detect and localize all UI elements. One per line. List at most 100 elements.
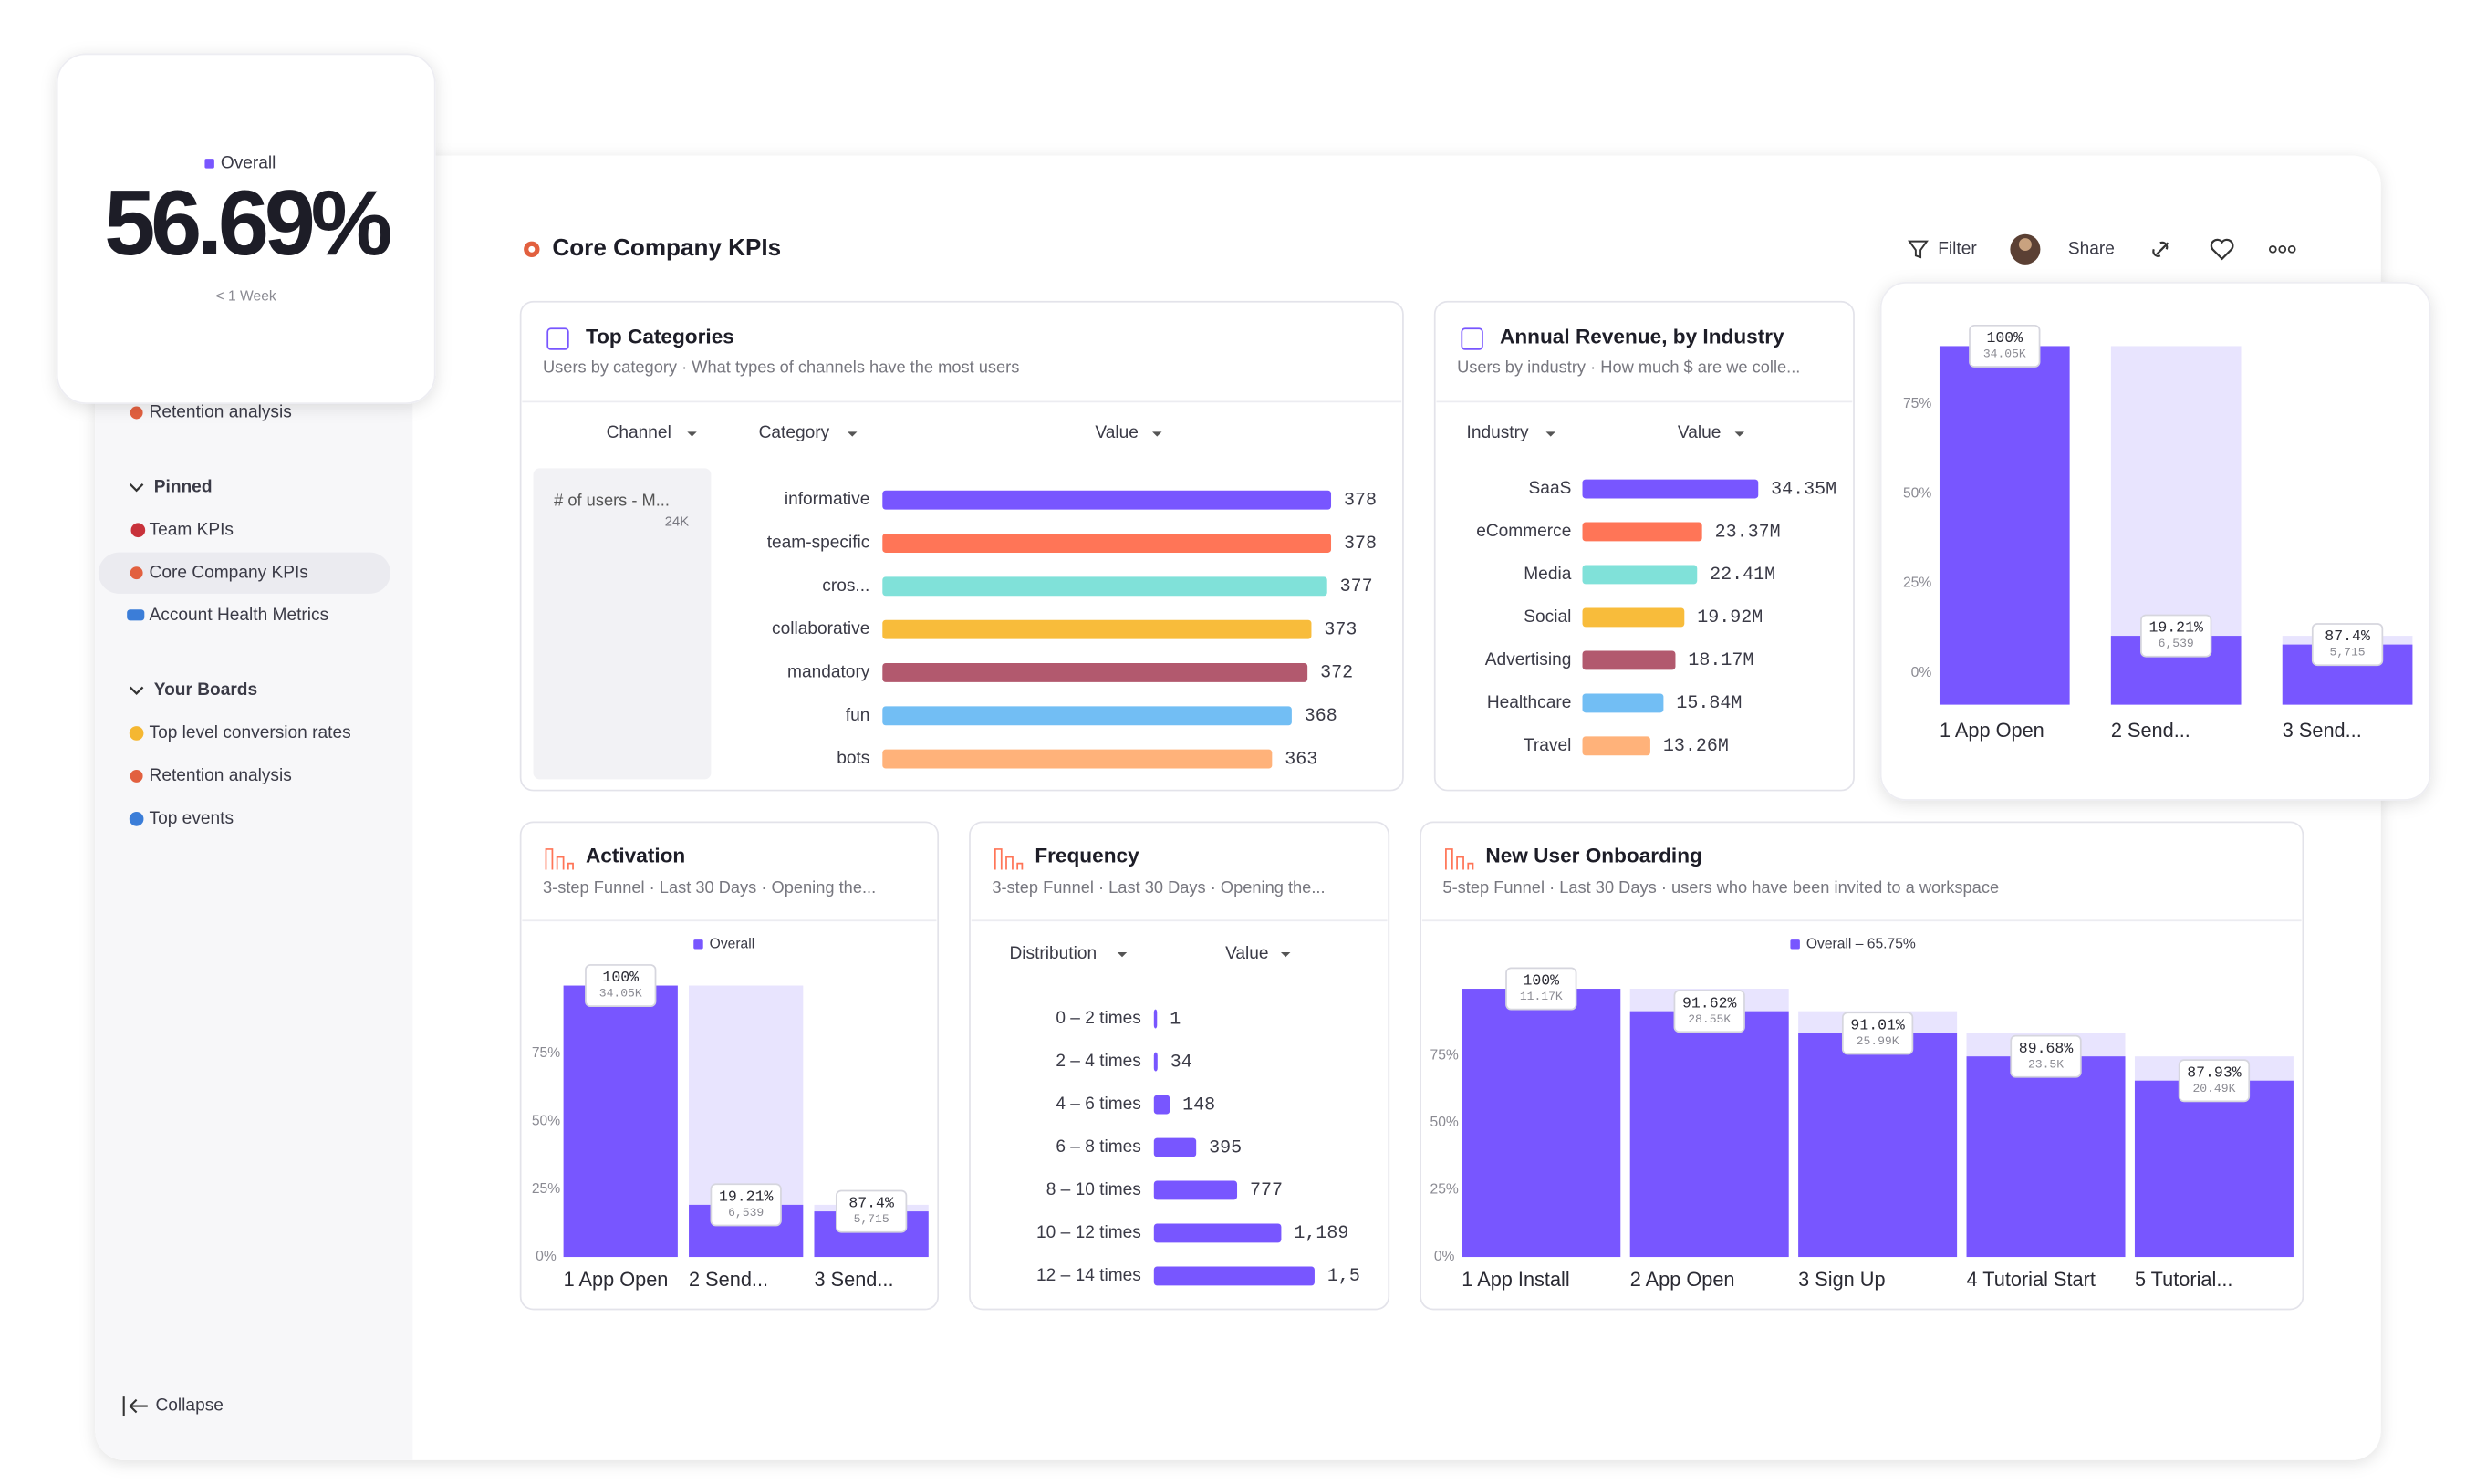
card-title[interactable]: Top Categories bbox=[586, 326, 734, 348]
card-title[interactable]: Activation bbox=[586, 845, 685, 867]
value-label: 13.26M bbox=[1663, 736, 1729, 757]
value-label: 372 bbox=[1320, 663, 1353, 684]
category-label: Healthcare bbox=[1487, 693, 1572, 712]
column-header[interactable]: Distribution bbox=[1009, 944, 1097, 963]
bar-chart: informative 378 team-specific 378 cros... 377… bbox=[767, 490, 1377, 770]
bar bbox=[882, 619, 1312, 639]
link-button[interactable] bbox=[2152, 241, 2169, 257]
filter-button[interactable]: Filter bbox=[1938, 239, 1977, 258]
favorite-button[interactable] bbox=[2210, 238, 2234, 261]
sort-caret[interactable] bbox=[1152, 431, 1162, 437]
sidebar-item[interactable]: Core Company KPIs bbox=[150, 563, 308, 582]
card-icon bbox=[546, 327, 569, 350]
sidebar-item[interactable]: Retention analysis bbox=[150, 403, 292, 422]
bar-chart: 0 – 2 times 1 2 – 4 times 34 4 – 6 times 148 6… bbox=[1036, 1009, 1360, 1287]
column-header[interactable]: Channel bbox=[607, 423, 671, 442]
bar bbox=[1582, 736, 1650, 756]
sort-caret[interactable] bbox=[1117, 952, 1128, 958]
value-label: 19.21% bbox=[2148, 619, 2203, 637]
card-title[interactable]: Annual Revenue, by Industry bbox=[1500, 326, 1784, 348]
sort-caret[interactable] bbox=[687, 431, 697, 437]
icon bbox=[130, 523, 146, 538]
value-label: 87.4% bbox=[848, 1195, 894, 1212]
funnel-bar bbox=[1966, 1056, 2126, 1258]
sort-caret[interactable] bbox=[1734, 431, 1744, 437]
column-header[interactable]: Value bbox=[1678, 423, 1722, 442]
icon bbox=[127, 609, 145, 621]
count-label: 6,539 bbox=[2159, 637, 2194, 650]
icon bbox=[129, 726, 144, 741]
step-label: 2 Send... bbox=[2111, 719, 2190, 742]
filter-icon[interactable] bbox=[1908, 240, 1929, 259]
selected-highlight bbox=[98, 552, 390, 594]
chevron[interactable] bbox=[129, 686, 144, 696]
sidebar-item[interactable]: Top events bbox=[150, 809, 234, 828]
channel-cell bbox=[533, 468, 712, 780]
sort-caret[interactable] bbox=[1545, 431, 1555, 437]
value-label: 777 bbox=[1250, 1180, 1283, 1201]
count-label: 25.99K bbox=[1857, 1034, 1899, 1048]
column-header[interactable]: Category bbox=[759, 423, 830, 442]
step-label: 1 App Open bbox=[564, 1268, 669, 1291]
more-button[interactable] bbox=[2278, 244, 2287, 254]
category-label: mandatory bbox=[787, 663, 870, 682]
card-title[interactable]: New User Onboarding bbox=[1485, 845, 1701, 867]
step-label: 3 Send... bbox=[814, 1268, 893, 1291]
value-label: 22.41M bbox=[1710, 565, 1775, 586]
bar bbox=[1582, 522, 1702, 542]
sidebar-item[interactable]: Account Health Metrics bbox=[150, 606, 329, 625]
funnel-bar bbox=[563, 985, 678, 1258]
value-label: 373 bbox=[1324, 619, 1357, 640]
value-label: 87.4% bbox=[2325, 628, 2370, 645]
value-label: 395 bbox=[1209, 1137, 1242, 1158]
share-button[interactable]: Share bbox=[2068, 239, 2115, 258]
value-label: 148 bbox=[1182, 1095, 1215, 1116]
y-tick-label: 50% bbox=[1903, 485, 1931, 501]
value-tag bbox=[1505, 967, 1577, 1011]
count-label: 20.49K bbox=[2192, 1082, 2235, 1095]
value-label: 1 bbox=[1170, 1009, 1181, 1030]
value-label: 377 bbox=[1340, 576, 1373, 597]
sort-caret[interactable] bbox=[1280, 952, 1291, 958]
avatar[interactable] bbox=[2018, 238, 2032, 252]
collapse-button[interactable]: Collapse bbox=[155, 1396, 223, 1416]
sidebar-item[interactable]: Retention analysis bbox=[150, 766, 292, 785]
bar bbox=[1153, 1223, 1282, 1243]
big-number: 56.69% bbox=[104, 172, 390, 275]
sort-caret[interactable] bbox=[848, 431, 858, 437]
card-title[interactable]: Frequency bbox=[1035, 845, 1139, 867]
bar bbox=[882, 706, 1292, 726]
column-header[interactable]: Value bbox=[1095, 423, 1139, 442]
sidebar-item[interactable]: Top level conversion rates bbox=[150, 723, 351, 742]
value-label: 378 bbox=[1344, 490, 1377, 511]
card-icon bbox=[1445, 848, 1474, 870]
bar bbox=[1582, 565, 1698, 585]
card-subtitle: 5-step Funnel · Last 30 Days · users who… bbox=[1442, 877, 1999, 897]
category-label: informative bbox=[785, 490, 870, 509]
chevron[interactable] bbox=[129, 483, 144, 493]
bar bbox=[1153, 1009, 1158, 1029]
category-label: SaaS bbox=[1529, 479, 1572, 498]
section-title[interactable]: Pinned bbox=[154, 477, 213, 496]
more-button[interactable] bbox=[2287, 244, 2296, 254]
column-header[interactable]: Value bbox=[1225, 944, 1269, 963]
value-tag bbox=[1841, 1012, 1914, 1055]
card-icon bbox=[1461, 327, 1483, 350]
legend-swatch bbox=[1790, 939, 1800, 950]
bar bbox=[1153, 1052, 1158, 1072]
more-button[interactable] bbox=[2268, 244, 2277, 254]
count-label: 34.05K bbox=[1983, 348, 2026, 361]
category-label: collaborative bbox=[772, 619, 869, 638]
channel-name: # of users - M... bbox=[554, 491, 670, 510]
bar bbox=[882, 749, 1273, 769]
bar-chart: SaaS 34.35M eCommerce 23.37M Media 22.41M Soci… bbox=[1476, 479, 1836, 757]
column-header[interactable]: Industry bbox=[1467, 423, 1529, 442]
value-label: 100% bbox=[602, 969, 639, 986]
value-label: 1,189 bbox=[1294, 1223, 1348, 1244]
bar bbox=[1153, 1095, 1170, 1115]
count-label: 34.05K bbox=[599, 987, 642, 1001]
y-tick-label: 25% bbox=[1430, 1182, 1459, 1198]
sidebar-item[interactable]: Team KPIs bbox=[150, 520, 234, 539]
step-label: 3 Sign Up bbox=[1798, 1268, 1885, 1291]
section-title[interactable]: Your Boards bbox=[154, 680, 257, 700]
